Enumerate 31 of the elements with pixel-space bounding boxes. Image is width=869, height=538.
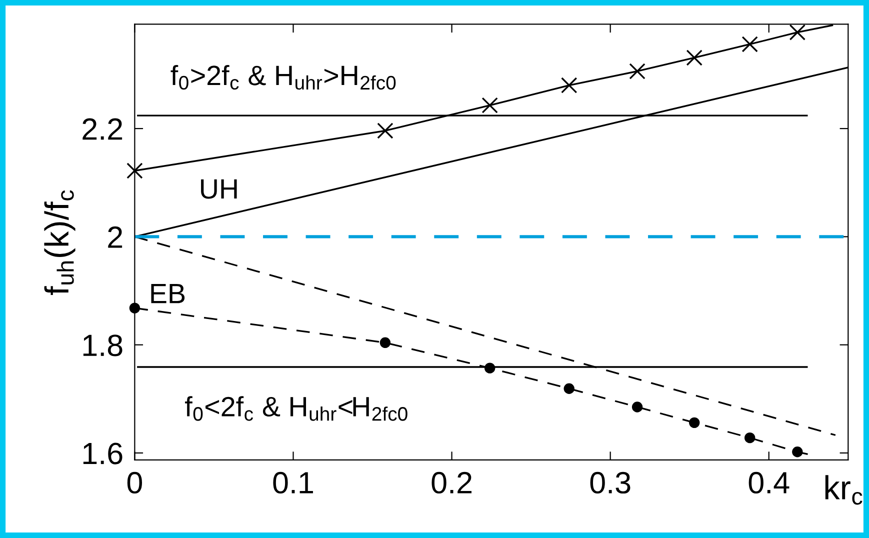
y-tick-label: 1.8	[83, 334, 122, 356]
point	[742, 36, 758, 52]
y-tick-label: 2	[108, 226, 122, 248]
x-tick-label: 0.4	[748, 472, 790, 494]
annotation: UH	[201, 179, 237, 199]
point	[482, 97, 498, 114]
x-axis-title: kr$_{c}$	[825, 475, 862, 505]
y-tick-label: 2.2	[82, 118, 122, 140]
annotation: f$_{0}$>2f$_{c}$ & H$_{uhr}$>H$_{2fc0}$	[170, 64, 396, 90]
point	[629, 63, 646, 80]
point	[126, 162, 143, 179]
point	[484, 362, 496, 374]
x-tick-label: 0.1	[273, 472, 313, 494]
point	[689, 417, 700, 428]
point	[744, 432, 756, 444]
point	[789, 24, 806, 40]
point	[632, 402, 643, 412]
point	[560, 77, 578, 94]
x-tick-label: 0.2	[432, 472, 472, 494]
point	[129, 302, 140, 314]
y-tick-label: 1.6	[83, 442, 122, 464]
point	[792, 446, 803, 458]
point	[380, 337, 391, 348]
point	[377, 122, 394, 139]
annotation: EB	[151, 284, 185, 304]
y-axis-title: f$_{uh}$(k)/f$_{c}$	[44, 190, 76, 295]
annotation: f$_{0}$<2f$_{c}$ & H$_{uhr}$<H$_{2fc0}$	[185, 396, 408, 421]
point	[686, 50, 702, 66]
point	[564, 383, 574, 394]
x-tick-label: 0.3	[590, 472, 630, 494]
x-tick-label: 0	[127, 472, 142, 494]
